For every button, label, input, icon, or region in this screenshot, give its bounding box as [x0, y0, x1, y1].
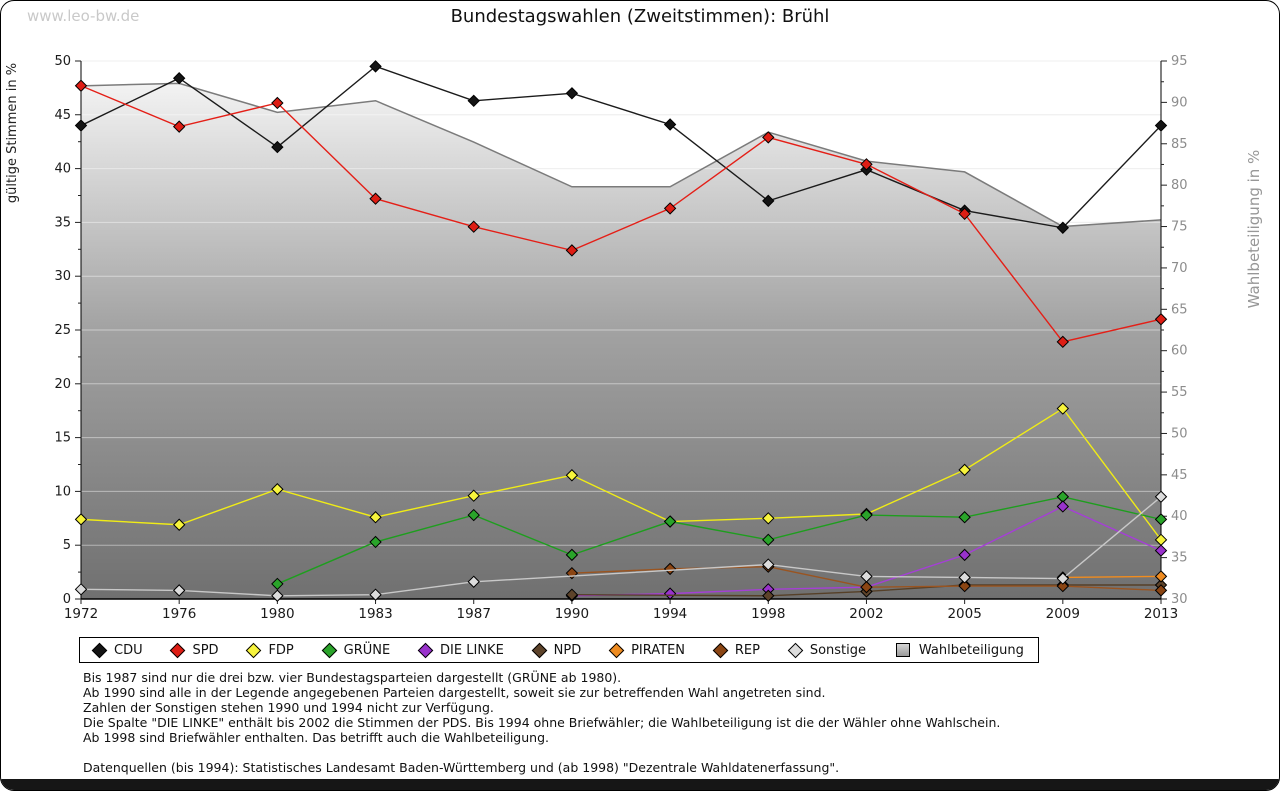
svg-text:1980: 1980 [260, 606, 294, 622]
svg-text:50: 50 [1171, 426, 1188, 441]
svg-text:90: 90 [1171, 95, 1188, 110]
left-axis-title: gültige Stimmen in % [5, 63, 20, 203]
bottom-bar [1, 779, 1279, 790]
cdu-diamond-icon [91, 642, 108, 658]
svg-text:50: 50 [54, 54, 71, 69]
svg-text:70: 70 [1171, 261, 1188, 276]
legend-label-fdp: FDP [268, 642, 294, 658]
svg-text:10: 10 [54, 484, 71, 499]
svg-text:55: 55 [1171, 385, 1188, 400]
svg-text:0: 0 [63, 592, 71, 607]
axis-labels: 0 5 10 15 20 25 30 35 40 45 50 30 35 40 45 50 55 60 65 70 75… [54, 54, 1187, 622]
svg-text:35: 35 [54, 215, 71, 230]
svg-text:30: 30 [54, 269, 71, 284]
svg-text:20: 20 [54, 377, 71, 392]
legend-item-piraten: PIRATEN [608, 642, 686, 658]
svg-text:2002: 2002 [849, 606, 883, 622]
svg-text:25: 25 [54, 323, 71, 338]
legend-item-fdp: FDP [246, 642, 294, 658]
svg-text:1972: 1972 [64, 606, 98, 622]
rep-diamond-icon [712, 642, 729, 658]
svg-text:95: 95 [1171, 54, 1188, 69]
fdp-diamond-icon [246, 642, 262, 658]
series-spd [74, 79, 1168, 349]
legend-item-npd: NPD [531, 642, 582, 658]
gruene-diamond-icon [321, 642, 337, 658]
sonstige-diamond-icon [787, 642, 804, 658]
legend-label-spd: SPD [192, 642, 219, 658]
note-line-5: Ab 1998 sind Briefwähler enthalten. Das … [83, 730, 549, 745]
svg-text:2013: 2013 [1144, 606, 1178, 622]
svg-text:45: 45 [1171, 468, 1188, 483]
legend-label-piraten: PIRATEN [631, 642, 686, 658]
svg-text:15: 15 [54, 431, 71, 446]
svg-text:2009: 2009 [1046, 606, 1080, 622]
svg-text:1983: 1983 [358, 606, 392, 622]
site-watermark: www.leo-bw.de [27, 7, 140, 25]
svg-text:45: 45 [54, 108, 71, 123]
svg-text:30: 30 [1171, 592, 1188, 607]
legend-label-rep: REP [734, 642, 760, 658]
right-axis-title: Wahlbeteiligung in % [1245, 150, 1263, 309]
svg-text:75: 75 [1171, 220, 1188, 235]
chart-notes: Bis 1987 sind nur die drei bzw. vier Bun… [83, 670, 1000, 775]
legend-item-cdu: CDU [91, 642, 143, 658]
svg-text:1994: 1994 [653, 606, 687, 622]
legend-item-rep: REP [712, 642, 760, 658]
die-linke-diamond-icon [417, 642, 434, 658]
note-line-4: Die Spalte "DIE LINKE" enthält bis 2002 … [83, 715, 1001, 730]
legend-item-gruene: GRÜNE [321, 642, 391, 658]
page-title: Bundestagswahlen (Zweitstimmen): Brühl [450, 6, 830, 27]
svg-text:65: 65 [1171, 302, 1188, 317]
legend-label-die-linke: DIE LINKE [440, 642, 504, 658]
svg-text:5: 5 [63, 538, 71, 553]
series-area-wahlbeteiligung [81, 83, 1161, 599]
legend-item-sonstige: Sonstige [787, 642, 867, 658]
note-line-3: Zahlen der Sonstigen stehen 1990 und 199… [83, 700, 494, 715]
axis-ticks [75, 60, 1167, 604]
svg-text:1990: 1990 [555, 606, 589, 622]
piraten-diamond-icon [608, 642, 625, 658]
legend-label-gruene: GRÜNE [343, 642, 391, 658]
note-line-2: Ab 1990 sind alle in der Legende angegeb… [83, 685, 826, 700]
wahlbeteiligung-square-icon [895, 643, 910, 657]
svg-text:85: 85 [1171, 137, 1188, 152]
legend-label-npd: NPD [553, 642, 582, 658]
npd-diamond-icon [531, 642, 547, 658]
legend-item-wahlbeteiligung: Wahlbeteiligung [895, 642, 1024, 658]
chart-legend: CDU SPD FDP GRÜNE DIE LINKE NPD PIRATEN REP Sons… [79, 637, 1039, 663]
svg-text:35: 35 [1171, 551, 1188, 566]
election-line-chart: 0 5 10 15 20 25 30 35 40 45 50 30 35 40 45 50 55 60 65 70 75… [5, 54, 1263, 622]
datasource-note: Datenquellen (bis 1994): Statistisches L… [83, 760, 840, 775]
series-cdu [74, 60, 1168, 234]
svg-text:1987: 1987 [457, 606, 491, 622]
legend-label-cdu: CDU [114, 642, 143, 658]
svg-text:40: 40 [54, 162, 71, 177]
svg-text:2005: 2005 [947, 606, 981, 622]
legend-item-spd: SPD [170, 642, 219, 658]
svg-text:1976: 1976 [162, 606, 196, 622]
svg-text:1998: 1998 [751, 606, 785, 622]
svg-text:60: 60 [1171, 344, 1188, 359]
note-line-1: Bis 1987 sind nur die drei bzw. vier Bun… [83, 670, 622, 685]
legend-item-die-linke: DIE LINKE [417, 642, 504, 658]
legend-label-sonstige: Sonstige [809, 642, 867, 658]
series-rep [565, 560, 1168, 597]
legend-label-wahlbeteiligung: Wahlbeteiligung [918, 642, 1024, 658]
gridlines-over [81, 60, 1161, 600]
svg-text:80: 80 [1171, 178, 1188, 193]
spd-diamond-icon [170, 642, 186, 658]
series-sonstige [74, 490, 1168, 602]
svg-text:40: 40 [1171, 509, 1188, 524]
